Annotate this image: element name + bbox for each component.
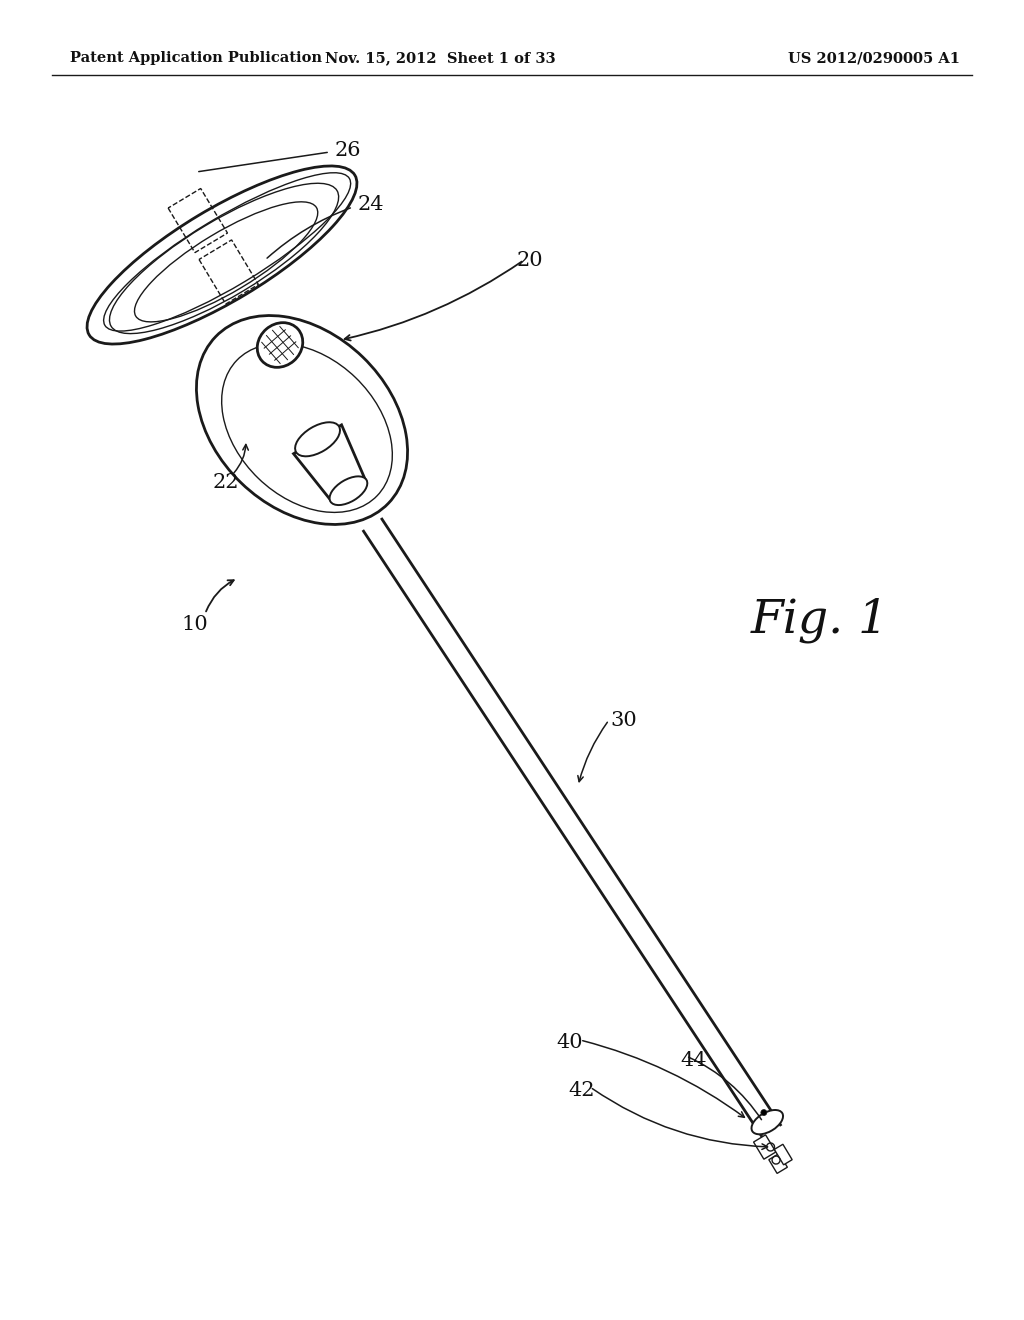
Ellipse shape xyxy=(330,477,368,506)
Bar xyxy=(199,240,258,304)
Ellipse shape xyxy=(87,166,357,345)
Text: Nov. 15, 2012  Sheet 1 of 33: Nov. 15, 2012 Sheet 1 of 33 xyxy=(325,51,555,65)
Ellipse shape xyxy=(257,322,303,367)
Bar xyxy=(769,1154,787,1173)
Ellipse shape xyxy=(752,1110,783,1134)
Text: 22: 22 xyxy=(213,473,240,491)
Text: 20: 20 xyxy=(517,251,544,269)
Polygon shape xyxy=(362,517,781,1138)
Bar xyxy=(774,1144,793,1164)
Text: 30: 30 xyxy=(610,710,637,730)
Text: 40: 40 xyxy=(557,1032,584,1052)
Text: 44: 44 xyxy=(680,1051,707,1069)
Text: 10: 10 xyxy=(181,615,208,635)
Text: Fig. 1: Fig. 1 xyxy=(751,597,889,643)
Text: 26: 26 xyxy=(335,140,361,160)
Ellipse shape xyxy=(134,202,317,322)
Text: 24: 24 xyxy=(358,195,384,214)
Text: 42: 42 xyxy=(568,1081,595,1100)
Bar xyxy=(168,189,227,252)
Polygon shape xyxy=(294,425,366,502)
Ellipse shape xyxy=(110,183,339,334)
Ellipse shape xyxy=(221,343,392,512)
Ellipse shape xyxy=(197,315,408,524)
Text: US 2012/0290005 A1: US 2012/0290005 A1 xyxy=(788,51,961,65)
Ellipse shape xyxy=(295,422,340,457)
Circle shape xyxy=(761,1110,767,1115)
Bar xyxy=(754,1135,776,1159)
Text: Patent Application Publication: Patent Application Publication xyxy=(70,51,322,65)
